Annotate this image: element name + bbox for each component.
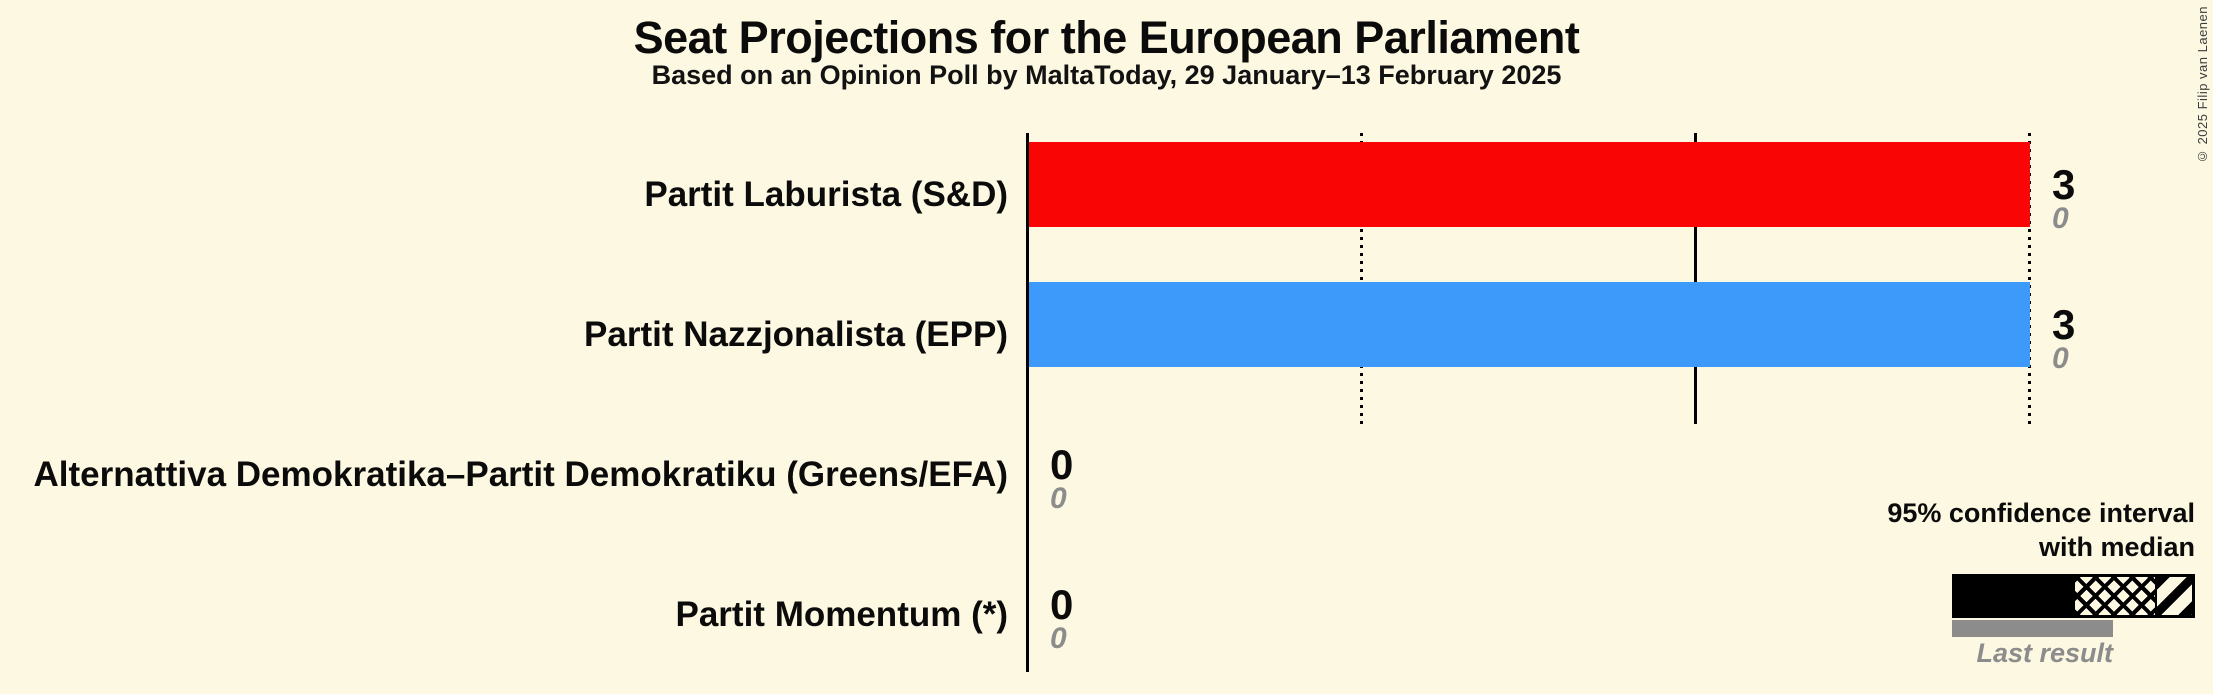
gridline-3-seats (2028, 133, 2031, 424)
gridline-2-seats (1694, 133, 1697, 424)
last-result-legend-label: Last result (1976, 638, 2113, 668)
median-seats-value: 3 (2052, 160, 2076, 208)
category-label: Partit Momentum (*) (675, 594, 1009, 634)
last-result-value: 0 (2052, 341, 2069, 375)
last-result-value: 0 (2052, 201, 2069, 235)
last-result-legend-swatch (1952, 620, 2113, 637)
page-title: Seat Projections for the European Parlia… (633, 12, 1580, 63)
y-axis-line (1026, 133, 1029, 672)
seat-bar (1028, 282, 2030, 367)
median-seats-value: 0 (1050, 580, 1074, 628)
ci-legend-line1: 95% confidence interval (1887, 498, 2195, 528)
median-seats-value: 0 (1050, 440, 1074, 488)
category-label: Partit Laburista (S&D) (644, 174, 1008, 214)
page-subtitle: Based on an Opinion Poll by MaltaToday, … (651, 60, 1562, 90)
ci-legend-swatch (1952, 574, 2195, 618)
category-label: Partit Nazzjonalista (EPP) (584, 314, 1008, 354)
category-label: Alternattiva Demokratika–Partit Demokrat… (33, 454, 1009, 494)
ci-legend-label: 95% confidence interval with median (1887, 496, 2195, 564)
last-result-value: 0 (1050, 621, 1067, 655)
ci-swatch-diagonal-segment (2155, 577, 2192, 615)
ci-swatch-crosshatch-segment (2073, 577, 2155, 615)
last-result-value: 0 (1050, 481, 1067, 515)
seat-bar (1028, 142, 2030, 227)
ci-swatch-solid-segment (1955, 577, 2073, 615)
median-seats-value: 3 (2052, 300, 2076, 348)
gridline-1-seats (1360, 133, 1363, 424)
ci-legend-line2: with median (2038, 532, 2195, 562)
